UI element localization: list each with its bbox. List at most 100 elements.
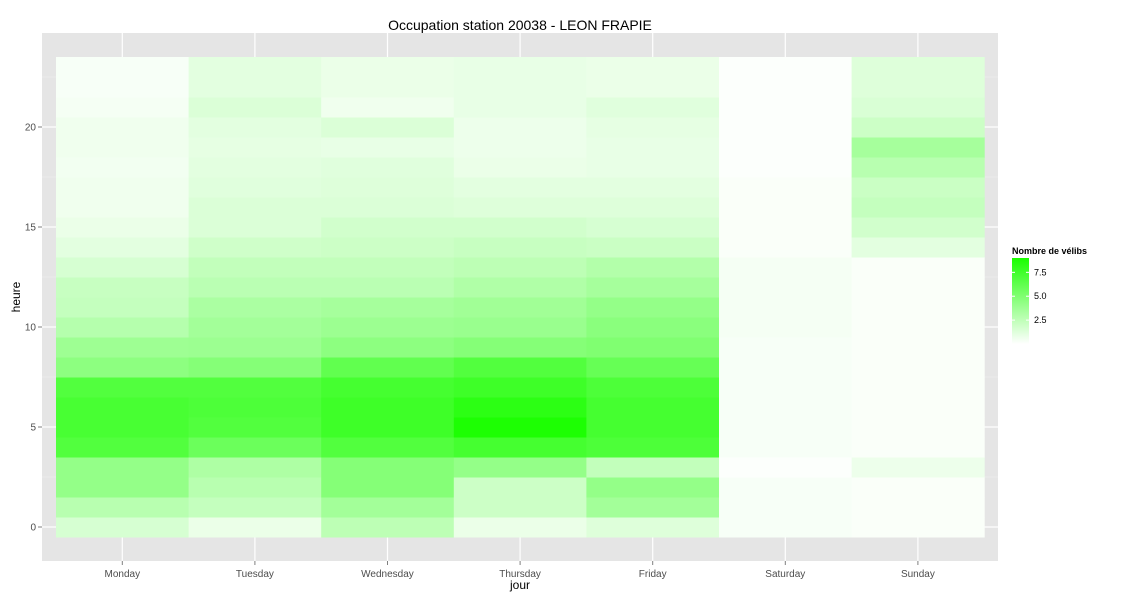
heatmap-cell: [719, 237, 853, 258]
heatmap-cell: [851, 57, 985, 78]
legend-title: Nombre de vélibs: [1012, 246, 1087, 256]
heatmap-cell: [188, 517, 322, 538]
heatmap-cell: [851, 397, 985, 418]
heatmap-cell: [453, 297, 587, 318]
heatmap-cell: [188, 297, 322, 318]
heatmap-cell: [453, 97, 587, 118]
heatmap-cell: [56, 117, 190, 138]
x-tick-label: Sunday: [901, 569, 935, 580]
heatmap-cell: [719, 217, 853, 238]
heatmap-cell: [188, 57, 322, 78]
heatmap-cell: [586, 517, 720, 538]
heatmap-cell: [56, 177, 190, 198]
heatmap-cell: [586, 317, 720, 338]
heatmap-cell: [719, 417, 853, 438]
heatmap-cell: [453, 177, 587, 198]
heatmap-cell: [586, 77, 720, 98]
heatmap-cell: [586, 197, 720, 218]
heatmap-cell: [851, 497, 985, 518]
heatmap-cell: [321, 97, 455, 118]
x-tick-label: Saturday: [765, 569, 805, 580]
heatmap-cell: [851, 317, 985, 338]
heatmap-cell: [56, 337, 190, 358]
heatmap-cell: [188, 457, 322, 478]
heatmap-cell: [586, 177, 720, 198]
heatmap-cell: [719, 477, 853, 498]
heatmap-cell: [586, 137, 720, 158]
heatmap-cell: [719, 297, 853, 318]
heatmap-cell: [851, 257, 985, 278]
heatmap-cell: [851, 177, 985, 198]
heatmap-cell: [453, 277, 587, 298]
heatmap-cell: [851, 357, 985, 378]
heatmap-cell: [719, 177, 853, 198]
heatmap-cell: [719, 517, 853, 538]
heatmap-cell: [851, 337, 985, 358]
heatmap-cell: [851, 477, 985, 498]
heatmap-cell: [719, 317, 853, 338]
heatmap-cell: [453, 377, 587, 398]
heatmap-cell: [188, 437, 322, 458]
y-tick-label: 0: [30, 523, 36, 534]
legend: Nombre de vélibs 2.5 5.0 7.5: [1012, 246, 1087, 344]
heatmap-cell: [586, 97, 720, 118]
heatmap-cell: [321, 417, 455, 438]
heatmap-cell: [188, 257, 322, 278]
heatmap-cell: [586, 357, 720, 378]
heatmap-cell: [56, 417, 190, 438]
heatmap-cell: [719, 437, 853, 458]
heatmap-cell: [321, 257, 455, 278]
heatmap-cell: [453, 397, 587, 418]
heatmap-cell: [321, 357, 455, 378]
heatmap-cell: [586, 157, 720, 178]
heatmap-cell: [321, 117, 455, 138]
heatmap-cell: [188, 497, 322, 518]
heatmap-cell: [453, 137, 587, 158]
heatmap-cell: [719, 277, 853, 298]
heatmap-cell: [56, 57, 190, 78]
legend-tick-label: 2.5: [1034, 315, 1047, 325]
heatmap-cell: [586, 277, 720, 298]
heatmap-cell: [56, 497, 190, 518]
heatmap-cell: [586, 297, 720, 318]
heatmap-cell: [188, 217, 322, 238]
heatmap-cell: [188, 417, 322, 438]
heatmap-cell: [56, 457, 190, 478]
heatmap-cell: [453, 457, 587, 478]
heatmap-cell: [321, 497, 455, 518]
y-tick-label: 10: [25, 323, 37, 334]
heatmap-cell: [188, 397, 322, 418]
heatmap-cell: [586, 397, 720, 418]
heatmap-cell: [851, 157, 985, 178]
x-axis-title: jour: [509, 578, 530, 592]
heatmap-cell: [56, 197, 190, 218]
y-tick-label: 20: [25, 123, 37, 134]
heatmap-cell: [851, 237, 985, 258]
heatmap-cell: [188, 137, 322, 158]
heatmap-cell: [453, 357, 587, 378]
heatmap-cell: [586, 57, 720, 78]
heatmap-cell: [719, 337, 853, 358]
legend-tick-label: 5.0: [1034, 291, 1047, 301]
heatmap-cell: [586, 117, 720, 138]
heatmap-cell: [851, 277, 985, 298]
heatmap-cell: [321, 277, 455, 298]
heatmap-cell: [453, 517, 587, 538]
heatmap-cell: [56, 297, 190, 318]
heatmap-cell: [56, 257, 190, 278]
heatmap-cell: [719, 57, 853, 78]
heatmap-cell: [56, 237, 190, 258]
heatmap-cell: [453, 77, 587, 98]
heatmap-cell: [321, 377, 455, 398]
heatmap-cell: [851, 417, 985, 438]
heatmap-cell: [586, 437, 720, 458]
heatmap-cell: [56, 357, 190, 378]
heatmap-cell: [453, 317, 587, 338]
heatmap-cell: [719, 497, 853, 518]
heatmap-cell: [56, 77, 190, 98]
heatmap-cell: [719, 157, 853, 178]
x-tick-label: Thursday: [499, 569, 541, 580]
y-axis-title: heure: [9, 281, 23, 312]
heatmap-cell: [453, 217, 587, 238]
